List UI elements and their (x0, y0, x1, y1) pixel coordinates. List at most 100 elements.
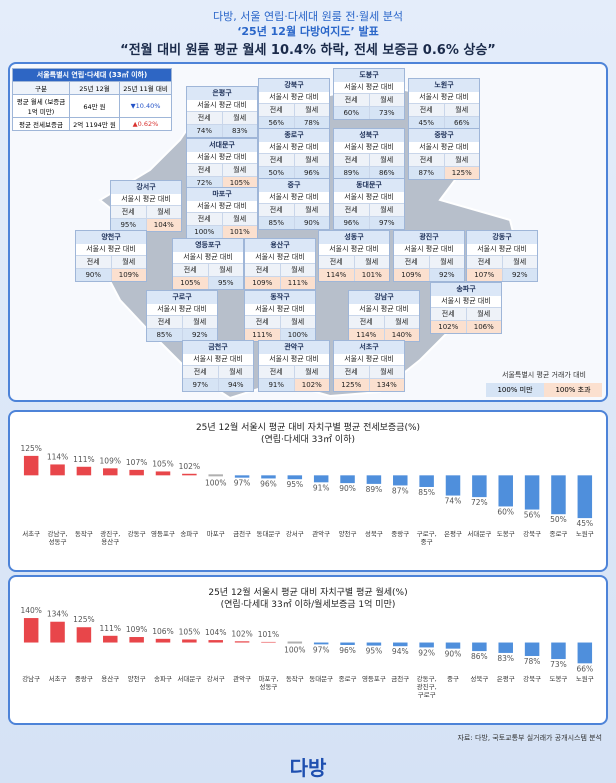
district-subtitle: 서울시 평균 대비 (183, 253, 233, 261)
district-subtitle: 서울시 평균 대비 (255, 305, 305, 313)
value-label: 96% (339, 646, 356, 655)
district-subtitle: 서울시 평균 대비 (255, 253, 305, 261)
bar (23, 618, 39, 643)
bar (551, 475, 566, 515)
wolse-label: 월세 (293, 365, 329, 378)
wolse-label: 월세 (110, 255, 146, 268)
label-row: 전세 월세 (183, 365, 253, 378)
chart-title: 25년 12월 서울시 평균 대비 자치구별 평균 전세보증금(%) (195, 423, 421, 433)
value-label: 90% (445, 650, 462, 659)
wolse-label: 월세 (443, 153, 479, 166)
district-box: 성동구 서울시 평균 대비 전세 월세 114% 101% (318, 230, 390, 282)
value-label: 125% (20, 444, 41, 453)
district-name: 은평구 (187, 87, 257, 100)
district-name: 도봉구 (334, 69, 404, 82)
jeonse-value: 102% (431, 320, 466, 333)
bar (234, 475, 250, 478)
value-label: 95% (366, 647, 383, 656)
district-name: 강북구 (259, 79, 329, 92)
jeonse-value: 56% (259, 116, 294, 129)
jeonse-value: 72% (187, 176, 222, 189)
bar (445, 475, 461, 496)
value-row: 109% 111% (245, 276, 315, 289)
wolse-label: 월세 (221, 163, 257, 176)
value-row: 96% 97% (334, 216, 404, 229)
category-label: 강동구, 광진구, 구로구 (416, 675, 437, 699)
jeonse-value: 109% (245, 276, 280, 289)
value-label: 97% (313, 645, 330, 654)
district-name: 광진구 (394, 231, 464, 244)
value-row: 50% 96% (259, 166, 329, 179)
value-row: 105% 95% (173, 276, 243, 289)
bar (287, 475, 303, 480)
district-subtitle: 서울시 평균 대비 (269, 93, 319, 101)
wolse-value: 109% (110, 268, 146, 281)
district-box: 구로구 서울시 평균 대비 전세 월세 85% 92% (146, 290, 218, 342)
district-box: 용산구 서울시 평균 대비 전세 월세 109% 111% (244, 238, 316, 290)
summary-table: 서울특별시 연립·다세대 (33㎡ 이하) 구분 25년 12월 25년 11월… (12, 68, 172, 131)
value-row: 114% 101% (319, 268, 389, 281)
category-label: 강서구 (206, 675, 225, 683)
bar-chart: 140% 134% 125% 111% 109% 106% 105% 104% 102% 101%… (20, 606, 593, 673)
district-subtitle: 서울시 평균 대비 (269, 193, 319, 201)
bar (340, 475, 355, 484)
label-row: 전세 월세 (147, 315, 217, 328)
district-name: 노원구 (409, 79, 479, 92)
bar (208, 640, 223, 643)
value-label: 90% (339, 484, 356, 493)
value-label: 72% (471, 498, 488, 507)
legend-title: 서울특별시 평균 거래가 대비 (502, 371, 586, 379)
category-label: 금천구 (233, 530, 252, 538)
value-label: 66% (576, 664, 593, 673)
value-label: 106% (152, 627, 173, 636)
wolse-value: 92% (501, 268, 537, 281)
label-row: 전세 월세 (431, 307, 501, 320)
bar (261, 475, 276, 479)
jeonse-value: 50% (259, 166, 294, 179)
summary-cell: 2억 1194만 원 (68, 117, 121, 131)
wolse-value: 90% (293, 216, 329, 229)
bar (472, 642, 487, 652)
district-subtitle: 서울시 평균 대비 (121, 195, 171, 203)
district-subtitle: 서울시 평균 대비 (404, 245, 454, 253)
value-label: 92% (418, 648, 435, 657)
wolse-value: 95% (207, 276, 243, 289)
label-row: 전세 월세 (334, 93, 404, 106)
label-row: 전세 월세 (245, 263, 315, 276)
value-label: 111% (73, 455, 94, 464)
category-label: 서대문구 (177, 675, 202, 683)
district-box: 강서구 서울시 평균 대비 전세 월세 95% 104% (110, 180, 182, 232)
district-name: 강동구 (467, 231, 537, 244)
value-label: 101% (258, 630, 279, 639)
value-row: 85% 90% (259, 216, 329, 229)
bar (366, 642, 382, 646)
district-name: 양천구 (76, 231, 146, 244)
wolse-label: 월세 (465, 307, 501, 320)
jeonse-label: 전세 (187, 212, 222, 225)
category-label: 은평구 (444, 530, 462, 538)
district-name: 종로구 (259, 129, 329, 142)
value-label: 109% (100, 456, 121, 465)
label-row: 전세 월세 (259, 153, 329, 166)
district-name: 동대문구 (334, 179, 404, 192)
wolse-label: 월세 (428, 255, 464, 268)
category-label: 금천구 (391, 675, 410, 683)
jeonse-label: 전세 (173, 263, 208, 276)
value-label: 125% (73, 615, 94, 624)
value-row: 89% 86% (334, 166, 404, 179)
label-row: 전세 월세 (334, 203, 404, 216)
label-row: 전세 월세 (111, 205, 181, 218)
district-box: 성북구 서울시 평균 대비 전세 월세 89% 86% (333, 128, 405, 180)
value-row: 102% 106% (431, 320, 501, 333)
bar (472, 475, 487, 498)
jeonse-value: 125% (334, 378, 369, 391)
value-row: 72% 105% (187, 176, 257, 189)
jeonse-value: 60% (334, 106, 369, 119)
label-row: 전세 월세 (259, 103, 329, 116)
category-label: 서초구 (48, 675, 67, 683)
label-row: 전세 월세 (245, 315, 315, 328)
bar (419, 642, 434, 648)
wolse-value: 104% (145, 218, 181, 231)
district-subtitle: 서울시 평균 대비 (477, 245, 527, 253)
wolse-value: 140% (383, 328, 419, 341)
